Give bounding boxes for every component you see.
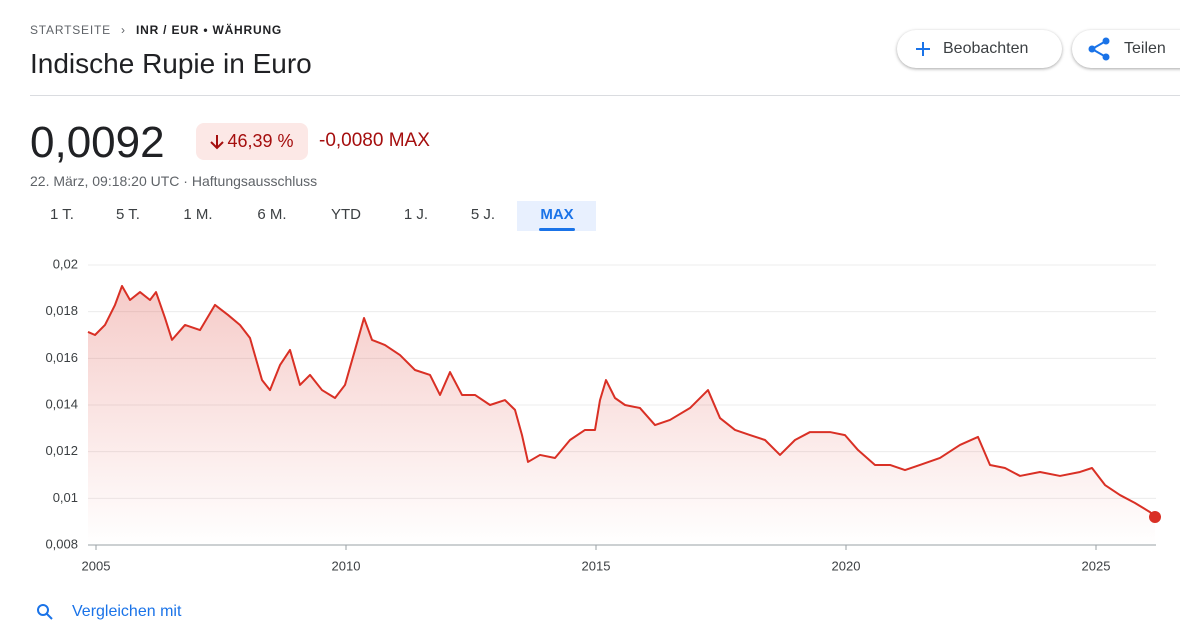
price: 0,0092 <box>30 118 165 167</box>
down-arrow <box>210 134 225 149</box>
breadcrumb: STARTSEITE › INR / EUR • WÄHRUNG <box>30 23 282 37</box>
x-tick-label: 2020 <box>832 558 861 573</box>
range-tab[interactable]: 1 J. <box>403 206 429 223</box>
price-line <box>87 285 1156 518</box>
y-tick-label: 0,01 <box>53 490 78 505</box>
range-tab[interactable]: YTD <box>331 206 361 223</box>
change: -0,0080 MAX <box>319 130 430 152</box>
y-tick-label: 0,016 <box>45 350 78 365</box>
breadcrumb-home[interactable]: STARTSEITE <box>30 23 111 37</box>
search-icon <box>37 604 53 620</box>
range-tab[interactable]: 1 T. <box>50 206 74 223</box>
page-title: Indische Rupie in Euro <box>30 48 312 79</box>
area <box>88 286 1155 545</box>
range-tab[interactable]: 5 T. <box>116 206 140 223</box>
watch-label: Beobachten <box>943 40 1029 57</box>
chevron: › <box>121 23 126 37</box>
change-pct: 46,39 % <box>227 131 294 151</box>
y-tick-label: 0,012 <box>45 443 78 458</box>
range-tab[interactable]: 1 M. <box>183 206 213 223</box>
x-tick-label: 2015 <box>582 558 611 573</box>
share-button[interactable]: Teilen <box>1072 30 1180 68</box>
compare-label: Vergleichen mit <box>72 603 182 620</box>
share-icon <box>1088 37 1110 61</box>
y-tick-label: 0,02 <box>53 256 78 271</box>
y-tick-label: 0,008 <box>45 536 78 551</box>
selected-tab-bg <box>517 201 596 231</box>
change-period: MAX <box>388 130 430 151</box>
watch-button[interactable]: Beobachten <box>897 30 1062 68</box>
share-label: Teilen <box>1124 40 1166 57</box>
x-tick-label: 2025 <box>1082 558 1111 573</box>
disclaimer[interactable]: Haftungsausschluss <box>191 173 318 189</box>
timestamp: 22. März, 09:18:20 UTC <box>30 173 180 189</box>
tab-underline <box>539 228 575 231</box>
change-value: -0,0080 <box>319 130 384 151</box>
range-tab[interactable]: 6 M. <box>257 206 287 223</box>
x-tick-label: 2005 <box>82 558 111 573</box>
divider <box>30 95 1180 96</box>
y-tick-label: 0,014 <box>45 396 78 411</box>
range-tab[interactable]: MAX <box>540 206 574 223</box>
last-point <box>1149 511 1161 523</box>
change-pct-badge: 46,39 % <box>196 123 308 160</box>
x-tick-label: 2010 <box>332 558 361 573</box>
plus-icon <box>916 42 930 56</box>
timestamp-line: 22. März, 09:18:20 UTC · Haftungsausschl… <box>30 173 318 189</box>
range-tab[interactable]: 5 J. <box>470 206 496 223</box>
compare-link[interactable]: Vergleichen mit <box>36 603 181 621</box>
breadcrumb-current: INR / EUR • WÄHRUNG <box>135 23 283 37</box>
y-tick-label: 0,018 <box>45 303 78 318</box>
